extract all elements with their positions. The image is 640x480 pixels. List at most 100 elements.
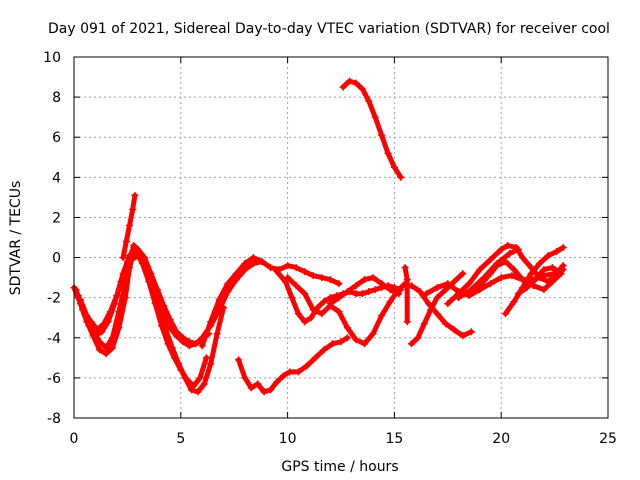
data-point [194, 388, 202, 396]
x-tick-labels: 0 5 10 15 20 25 [70, 431, 617, 447]
data-point [527, 270, 535, 278]
data-point [326, 276, 334, 284]
data-point [215, 296, 223, 304]
data-point [288, 294, 296, 302]
data-point [108, 334, 116, 342]
data-point [301, 318, 309, 326]
series-line [456, 247, 521, 301]
data-point [425, 300, 433, 308]
series-arc-14 [407, 282, 475, 340]
data-point [450, 326, 458, 334]
data-point [365, 97, 373, 105]
gridlines [74, 57, 608, 418]
data-point [147, 276, 155, 284]
data-point [365, 288, 373, 296]
data-point [335, 280, 343, 288]
data-point [407, 282, 415, 290]
data-point [140, 258, 148, 266]
x-tick-label: 0 [70, 431, 79, 447]
data-point [106, 308, 114, 316]
data-point [224, 280, 232, 288]
data-point [444, 280, 452, 288]
y-tick-label: 6 [52, 130, 61, 146]
data-point [557, 270, 565, 278]
data-point [422, 290, 430, 298]
series-line [409, 271, 466, 347]
series-line [77, 253, 141, 351]
data-point [207, 318, 215, 326]
data-point [279, 372, 287, 380]
data-point [548, 264, 556, 272]
data-point [510, 298, 518, 306]
y-axis-title: SDTVAR / TECUs [8, 181, 24, 296]
data-point [328, 340, 336, 348]
data-point [128, 256, 136, 264]
data-point [100, 320, 108, 328]
data-point [326, 294, 334, 302]
data-point [303, 362, 311, 370]
data-point [102, 344, 110, 352]
chart-title: Day 091 of 2021, Sidereal Day-to-day VTE… [48, 21, 610, 37]
data-point [74, 292, 82, 300]
data-point [326, 300, 334, 308]
data-point [352, 290, 360, 298]
series-arc-8 [234, 334, 351, 396]
y-tick-label: -8 [47, 411, 61, 427]
data-point [397, 173, 405, 181]
data-point [559, 262, 567, 270]
data-point [510, 266, 518, 274]
series-line [199, 255, 265, 349]
data-point [320, 346, 328, 354]
series-arc-7 [198, 254, 266, 350]
data-point [343, 288, 351, 296]
data-point [339, 83, 347, 91]
data-point [371, 286, 379, 294]
data-point [202, 354, 210, 362]
data-point [531, 276, 539, 284]
data-point [540, 266, 548, 274]
data-point [200, 380, 208, 388]
data-point [196, 374, 204, 382]
data-point [254, 380, 262, 388]
data-point [166, 324, 174, 332]
y-tick-labels: -8 -6 -4 -2 0 2 4 6 8 10 [43, 50, 61, 427]
data-point [187, 386, 195, 394]
data-point [286, 368, 294, 376]
data-point [309, 272, 317, 280]
y-tick-label: 4 [52, 170, 61, 186]
data-point [126, 221, 134, 229]
series-arc-21 [514, 264, 565, 298]
data-point [267, 264, 275, 272]
data-point [401, 264, 409, 272]
data-point [416, 288, 424, 296]
data-point [454, 294, 462, 302]
data-point [523, 284, 531, 292]
data-point [260, 388, 268, 396]
data-point [249, 260, 257, 268]
series-arc-3 [74, 248, 210, 390]
data-point [378, 312, 386, 320]
data-point [504, 242, 512, 250]
data-point [198, 342, 206, 350]
data-point [378, 131, 386, 139]
data-point [442, 286, 450, 294]
data-point [480, 274, 488, 282]
data-point [213, 330, 221, 338]
data-point [386, 298, 394, 306]
data-point [343, 334, 351, 342]
data-point [318, 310, 326, 318]
x-tick-label: 25 [599, 431, 617, 447]
data-point [318, 274, 326, 282]
data-point [352, 336, 360, 344]
data-point [173, 332, 181, 340]
series-arc-17 [444, 242, 567, 308]
data-point [96, 346, 104, 354]
data-point [115, 308, 123, 316]
data-point [386, 286, 394, 294]
data-point [414, 334, 422, 342]
data-point [130, 244, 138, 252]
data-point [102, 350, 110, 358]
data-point [506, 250, 514, 258]
data-point [160, 312, 168, 320]
